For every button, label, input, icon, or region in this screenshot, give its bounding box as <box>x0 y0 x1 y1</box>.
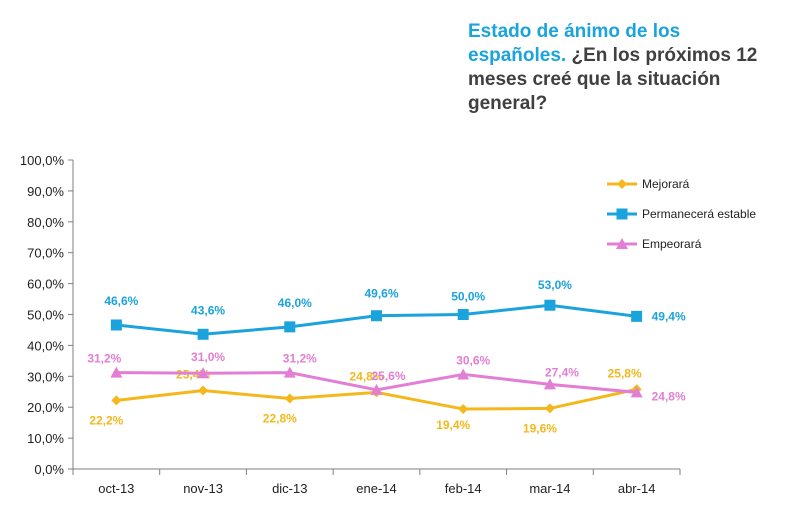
y-tick-label: 70,0% <box>27 246 64 261</box>
data-point <box>457 309 469 320</box>
data-label: 30,6% <box>456 353 490 367</box>
data-point <box>284 393 295 404</box>
data-label: 25,6% <box>371 369 405 383</box>
x-tick-label: nov-13 <box>183 481 223 496</box>
x-tick-label: mar-14 <box>529 481 570 496</box>
data-label: 49,6% <box>364 287 398 301</box>
data-point <box>197 328 209 340</box>
y-tick-label: 90,0% <box>27 184 64 199</box>
y-tick-label: 80,0% <box>27 215 64 230</box>
data-point <box>371 310 382 322</box>
y-tick-label: 0,0% <box>34 462 64 477</box>
data-point <box>631 310 643 322</box>
data-label: 31,2% <box>283 352 317 366</box>
data-label: 22,8% <box>263 412 297 426</box>
data-point <box>544 299 556 311</box>
y-tick-label: 100,0% <box>20 153 65 168</box>
data-label: 24,8% <box>349 369 383 383</box>
data-point <box>111 395 122 406</box>
x-tick-label: feb-14 <box>445 481 482 496</box>
data-label: 24,8% <box>652 389 686 403</box>
legend-label: Permanecerá estable <box>642 207 756 221</box>
legend-marker <box>616 238 628 249</box>
data-label: 49,4% <box>652 309 686 323</box>
data-label: 53,0% <box>538 278 572 292</box>
y-tick-label: 20,0% <box>27 400 64 415</box>
data-label: 31,2% <box>87 352 121 366</box>
y-tick-label: 50,0% <box>27 308 64 323</box>
x-tick-label: dic-13 <box>272 481 307 496</box>
data-label: 19,6% <box>523 421 557 435</box>
data-point <box>543 378 556 390</box>
y-tick-label: 10,0% <box>27 431 64 446</box>
data-label: 46,0% <box>278 296 312 310</box>
data-label: 22,2% <box>89 413 123 427</box>
data-label: 19,4% <box>436 418 470 432</box>
data-point <box>283 366 296 378</box>
legend-label: Mejorará <box>642 177 690 191</box>
chart-title-highlight: Estado de ánimo de los españoles. <box>468 21 681 66</box>
data-label: 46,6% <box>104 294 138 308</box>
data-point <box>457 368 470 380</box>
data-label: 25,8% <box>608 366 642 380</box>
data-point <box>630 386 643 398</box>
data-point <box>198 385 209 396</box>
data-label: 27,4% <box>545 365 579 379</box>
x-tick-label: oct-13 <box>98 481 134 496</box>
x-tick-label: abr-14 <box>618 481 656 496</box>
y-tick-label: 40,0% <box>27 338 64 353</box>
data-point <box>458 404 469 415</box>
data-point <box>110 366 123 378</box>
x-tick-label: ene-14 <box>356 481 396 496</box>
legend-marker <box>616 208 628 220</box>
data-point <box>197 367 210 379</box>
data-label: 43,6% <box>191 303 225 317</box>
chart-title-question: ¿En los próximos 12 meses creé que la si… <box>468 45 758 114</box>
data-point <box>370 383 383 395</box>
data-label: 31,0% <box>191 350 225 364</box>
legend-label: Empeorará <box>642 237 702 251</box>
legend-marker <box>617 179 627 189</box>
chart-title: Estado de ánimo de los españoles. ¿En lo… <box>468 20 778 116</box>
y-tick-label: 60,0% <box>27 277 64 292</box>
data-label: 50,0% <box>451 290 485 304</box>
y-tick-label: 30,0% <box>27 369 64 384</box>
data-point <box>284 321 296 333</box>
data-point <box>110 319 122 331</box>
data-point <box>544 403 555 414</box>
